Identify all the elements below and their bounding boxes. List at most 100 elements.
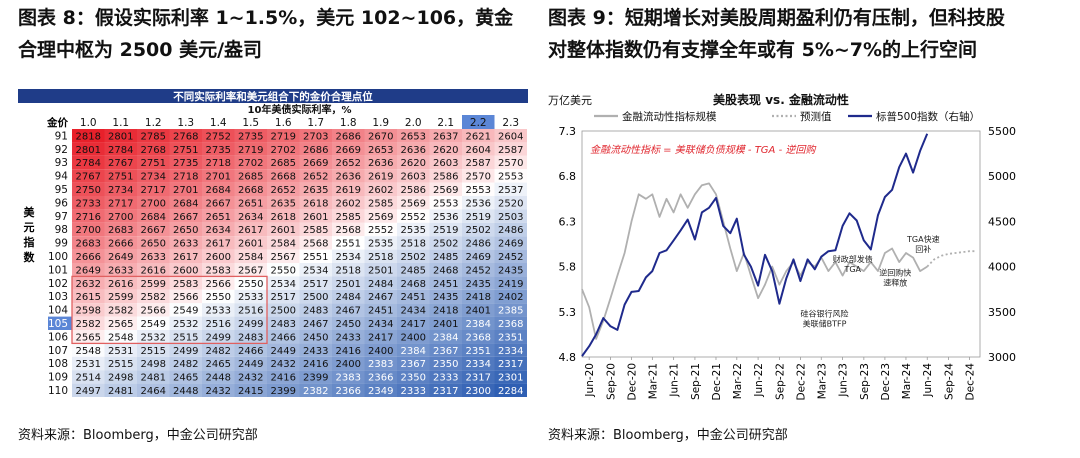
heatmap-cell: [462, 209, 495, 223]
heatmap-cell: [429, 276, 462, 290]
heatmap-col-header: 1.6: [275, 117, 292, 129]
heatmap-cell: [462, 289, 495, 304]
x-tick-label: Jun-22: [753, 363, 765, 398]
heatmap-cell-value: 2534: [271, 279, 296, 290]
heatmap-cell-value: 2701: [206, 172, 231, 183]
heatmap-cell-value: 2498: [108, 373, 133, 384]
heatmap-cell-value: 2400: [401, 332, 426, 343]
right-y-tick-label: 4500: [988, 215, 1016, 228]
heatmap-cell-value: 2700: [141, 198, 166, 209]
heatmap-cell-value: 2501: [368, 265, 393, 276]
heatmap-cell-value: 2417: [401, 319, 426, 330]
heatmap-cell-value: 2415: [238, 386, 263, 397]
heatmap-cell: [429, 263, 462, 277]
heatmap-cell: [104, 155, 137, 170]
heatmap-col-header: 1.1: [112, 117, 129, 129]
heatmap-cell: [234, 316, 267, 330]
heatmap-cell-value: 2551: [336, 239, 361, 250]
heatmap-cell-value: 2650: [141, 239, 166, 250]
x-tick-label: Dec-21: [711, 363, 723, 400]
left-source-note: 资料来源：Bloomberg，中金公司研究部: [18, 428, 258, 443]
heatmap-cell-value: 2467: [368, 292, 393, 303]
left-title-line1: 图表 8：假设实际利率 1~1.5%，美元 102~106，黄金: [18, 7, 514, 29]
heatmap-cell: [397, 263, 430, 277]
heatmap-cell: [72, 356, 105, 371]
heatmap-cell: [299, 209, 332, 223]
heatmap-cell-value: 2717: [141, 185, 166, 196]
heatmap-cell: [202, 263, 235, 277]
heatmap-cell: [104, 196, 137, 210]
heatmap-cell-value: 2818: [76, 131, 101, 142]
heatmap-cell: [137, 263, 170, 277]
heatmap-cell-value: 2534: [336, 252, 361, 263]
heatmap-row-header: 109: [48, 372, 68, 384]
heatmap-cell-value: 2667: [206, 198, 231, 209]
heatmap-cell-value: 2515: [108, 359, 133, 370]
heatmap-cell-value: 2550: [206, 292, 231, 303]
heatmap-cell: [202, 303, 235, 317]
heatmap-cell: [267, 383, 300, 397]
heatmap-cell-value: 2601: [303, 212, 328, 223]
heatmap-cell: [169, 316, 202, 330]
x-tick-label: Jun-21: [669, 363, 681, 398]
heatmap-cell: [202, 236, 235, 250]
heatmap-cell-value: 2735: [173, 158, 198, 169]
heatmap-cell: [494, 370, 527, 384]
heatmap-cell-value: 2684: [173, 198, 198, 209]
heatmap-cell: [104, 383, 137, 397]
heatmap-cell: [494, 263, 527, 277]
heatmap-col-header: 1.9: [372, 117, 389, 129]
heatmap-cell-value: 2617: [238, 225, 263, 236]
heatmap-cell: [202, 155, 235, 170]
heatmap-cell: [429, 169, 462, 183]
heatmap-cell-value: 2499: [173, 346, 198, 357]
x-tick-label: Sep-23: [859, 363, 871, 400]
heatmap-row-header: 107: [48, 345, 68, 357]
heatmap-cell-value: 2667: [141, 225, 166, 236]
legend-label: 金融流动性指标规模: [622, 110, 717, 123]
heatmap-cell: [364, 196, 397, 210]
heatmap-cell-value: 2570: [498, 158, 523, 169]
heatmap-cell-value: 2383: [368, 359, 393, 370]
heatmap-cell: [104, 289, 137, 304]
heatmap-cell: [462, 129, 495, 143]
heatmap-cell: [494, 182, 527, 196]
right-source-note: 资料来源：Bloomberg，中金公司研究部: [548, 428, 788, 443]
heatmap-cell: [299, 276, 332, 290]
heatmap-cell: [234, 182, 267, 196]
heatmap-row-header: 93: [55, 157, 68, 169]
heatmap-cell: [332, 142, 365, 156]
heatmap-cell-value: 2586: [401, 185, 426, 196]
heatmap-cell: [234, 142, 267, 156]
heatmap-cell-value: 2685: [238, 172, 263, 183]
heatmap-cell: [364, 249, 397, 263]
heatmap-cell: [72, 155, 105, 170]
heatmap-cell-value: 2734: [108, 185, 133, 196]
heatmap-cell-value: 2604: [498, 131, 523, 142]
heatmap-cell-value: 2466: [271, 332, 296, 343]
heatmap-cell: [462, 356, 495, 371]
heatmap-cell: [429, 236, 462, 250]
heatmap-cell-value: 2451: [433, 279, 458, 290]
heatmap-cell-value: 2621: [466, 131, 491, 142]
heatmap-cell: [267, 249, 300, 263]
heatmap-cell-value: 2516: [238, 306, 263, 317]
right-title-line1: 图表 9：短期增长对美股周期盈利仍有压制，但科技股: [548, 7, 1005, 29]
heatmap-cell-value: 2702: [271, 145, 296, 156]
heatmap-cell: [234, 129, 267, 143]
heatmap-cell-value: 2599: [108, 292, 133, 303]
heatmap-cell-value: 2533: [206, 306, 231, 317]
heatmap-cell-value: 2501: [336, 279, 361, 290]
heatmap-y-label-char: 元: [24, 221, 35, 234]
heatmap-corner-label: 金价: [46, 116, 68, 129]
heatmap-cell-value: 2666: [108, 239, 133, 250]
heatmap-cell: [267, 356, 300, 371]
heatmap-cell: [202, 370, 235, 384]
annotation-line: 逆回购快: [879, 268, 911, 278]
heatmap-cell: [104, 316, 137, 330]
heatmap-cell-value: 2514: [76, 373, 101, 384]
chart-annotation: 硅谷银行风险美联储BTFP: [801, 308, 849, 328]
heatmap-cell: [332, 222, 365, 237]
heatmap-cell: [267, 222, 300, 237]
